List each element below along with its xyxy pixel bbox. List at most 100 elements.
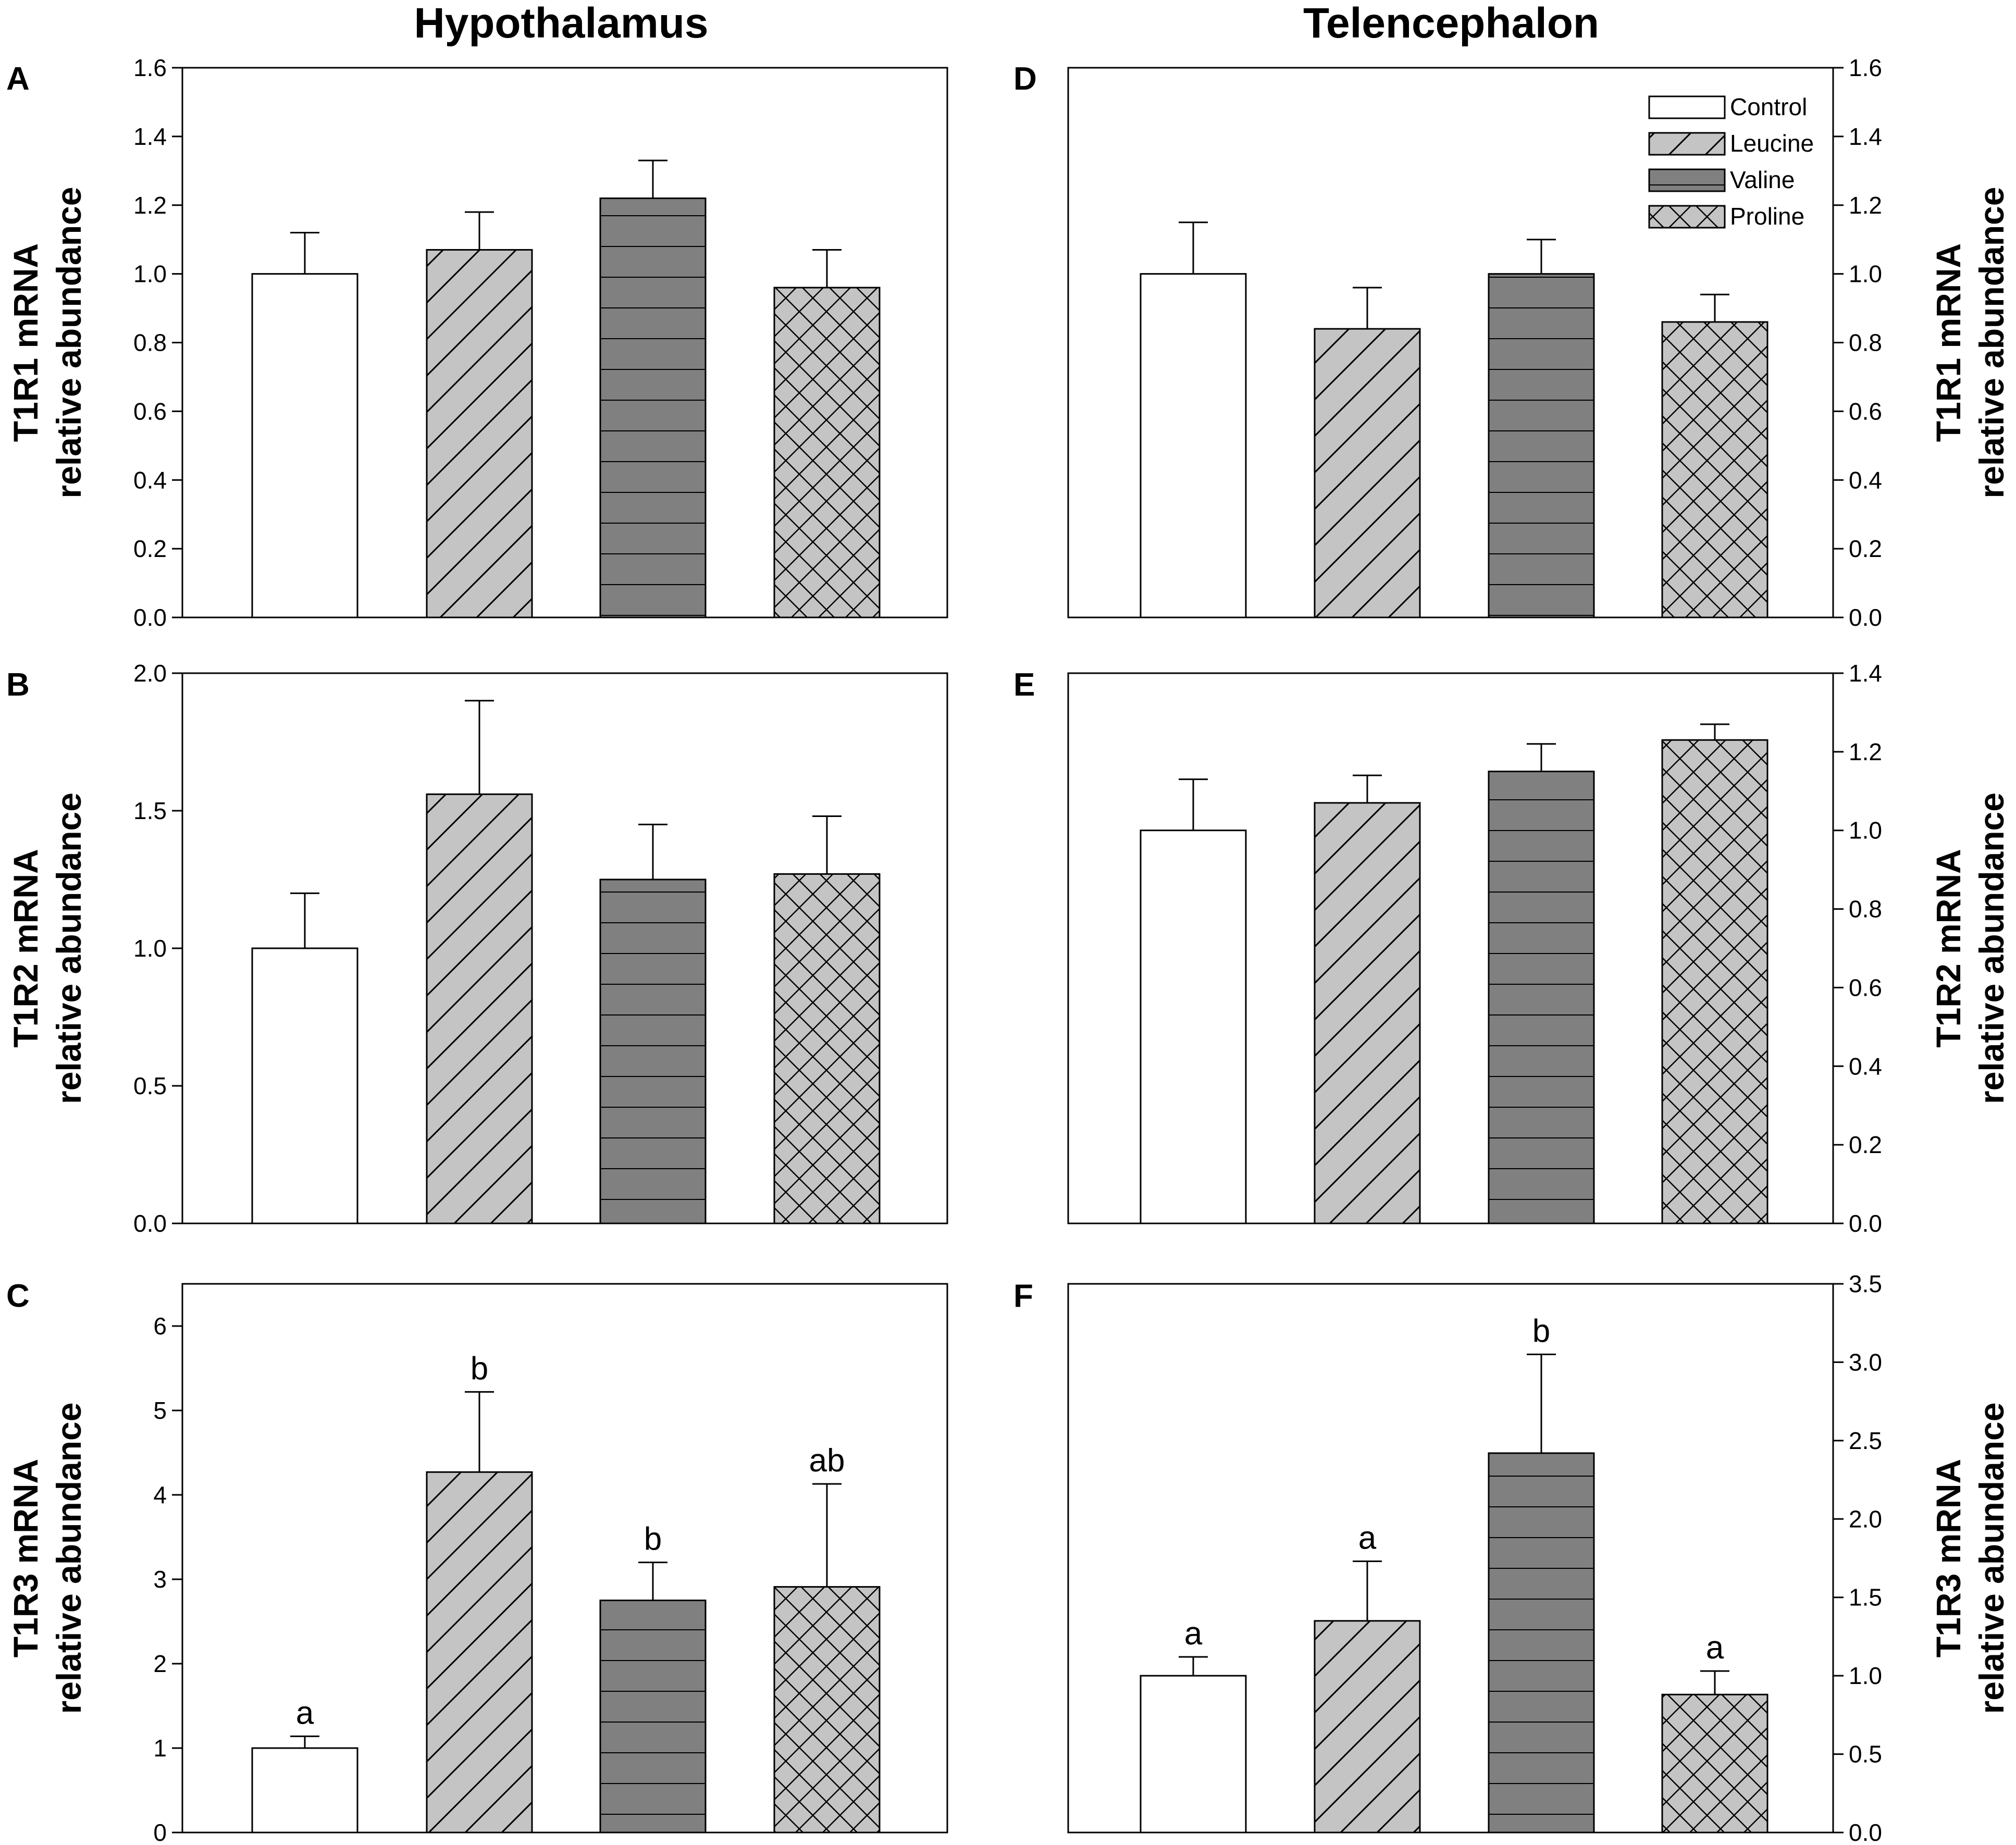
significance-letter-control: a — [296, 1695, 314, 1731]
y-axis-label-line-2: relative abundance — [1972, 187, 2011, 499]
y-tick-label: 6 — [153, 1312, 167, 1340]
column-title-telencephalon: Telencephalon — [1303, 0, 1599, 47]
legend-label-leucine: Leucine — [1730, 130, 1814, 157]
y-tick-label: 2.0 — [1849, 1505, 1882, 1532]
plot-frame — [181, 1283, 948, 1834]
panel-letter: F — [1013, 1278, 1033, 1314]
bar-valine — [1488, 1452, 1595, 1834]
y-axis-label-line-1: T1R3 mRNA — [1929, 1459, 1968, 1657]
bar-proline — [773, 873, 881, 1224]
y-tick-label: 0.4 — [1849, 1052, 1882, 1080]
y-axis-label-line-2: relative abundance — [50, 187, 88, 499]
y-tick-label: 0.0 — [1849, 1819, 1882, 1845]
y-tick-label: 2.0 — [133, 660, 167, 687]
panel-letter: D — [1013, 61, 1037, 97]
legend-label-proline: Proline — [1730, 203, 1804, 230]
significance-letter-control: a — [1184, 1616, 1203, 1652]
y-tick-label: 1.4 — [1849, 660, 1882, 687]
bar-control — [1140, 1675, 1247, 1834]
legend-swatch-valine — [1648, 168, 1726, 192]
bar-control — [251, 273, 358, 618]
bar-leucine — [1314, 1620, 1421, 1834]
y-axis-label-line-2: relative abundance — [50, 1403, 88, 1714]
panel-e: E 0.0 0.2 0.4 0.6 0.8 1.0 1.2 1.4 T1R2 mRNA relati… — [1013, 660, 2011, 1237]
y-tick-label: 0.2 — [1849, 1131, 1882, 1158]
bar-proline — [1661, 1693, 1768, 1834]
y-tick-label: 0.8 — [133, 329, 167, 356]
y-tick-label: 0.0 — [133, 1210, 167, 1237]
y-tick-label: 0.6 — [133, 398, 167, 425]
legend-label-valine: Valine — [1730, 166, 1795, 193]
bar-valine — [599, 1600, 707, 1834]
y-tick-label: 2 — [153, 1650, 167, 1677]
panel-b: B 0.0 0.5 1.0 1.5 2.0 T1R2 mRNA relative abunda… — [6, 660, 948, 1237]
bar-leucine — [426, 249, 533, 618]
y-axis-label-line-1: T1R3 mRNA — [6, 1459, 45, 1657]
y-axis-label-line-2: relative abundance — [1972, 1403, 2011, 1714]
y-tick-label: 1 — [153, 1735, 167, 1762]
significance-letter-valine: b — [1532, 1313, 1550, 1349]
y-tick-label: 1.2 — [1849, 192, 1882, 219]
bar-leucine — [1314, 328, 1421, 618]
y-tick-label: 0.2 — [1849, 535, 1882, 562]
y-tick-label: 3 — [153, 1566, 167, 1593]
bar-control — [251, 1747, 358, 1834]
panel-a: A 0.0 0.2 0.4 0.6 0.8 1.0 1.2 1.4 1.6 T1R1 mRNA rel… — [6, 54, 948, 631]
y-tick-label: 1.0 — [1849, 817, 1882, 844]
y-tick-label: 0.4 — [133, 466, 167, 493]
bar-proline — [1661, 321, 1768, 618]
panel-d: D 0.0 0.2 0.4 0.6 0.8 1.0 1.2 1.4 1.6 T1R1 mRNA rel… — [1013, 54, 2011, 631]
panel-letter: C — [6, 1278, 30, 1314]
bar-valine — [1488, 771, 1595, 1224]
y-tick-label: 1.2 — [1849, 738, 1882, 765]
panel-f: Fa a b a 0.0 0.5 1.0 1.5 2.0 2.5 3.0 3.5 T1R3 mRNA re… — [1013, 1270, 2011, 1845]
bar-valine — [599, 878, 707, 1224]
y-axis-label-line-1: T1R2 mRNA — [1929, 849, 1968, 1047]
legend-swatch-proline — [1648, 205, 1726, 229]
y-tick-label: 0 — [153, 1819, 167, 1845]
y-tick-label: 1.0 — [1849, 1662, 1882, 1689]
bar-leucine — [426, 793, 533, 1224]
legend-swatch-control — [1648, 95, 1726, 119]
y-tick-label: 1.5 — [1849, 1584, 1882, 1611]
y-axis-label-line-2: relative abundance — [1972, 793, 2011, 1104]
y-tick-label: 0.0 — [133, 604, 167, 631]
y-axis-label-line-1: T1R2 mRNA — [6, 849, 45, 1047]
legend-swatch-leucine — [1648, 132, 1726, 156]
bar-control — [1140, 829, 1247, 1224]
y-tick-label: 4 — [153, 1481, 167, 1508]
column-title-hypothalamus: Hypothalamus — [414, 0, 709, 47]
y-tick-label: 0.6 — [1849, 974, 1882, 1001]
y-tick-label: 0.8 — [1849, 329, 1882, 356]
panel-letter: B — [6, 667, 30, 703]
y-tick-label: 1.2 — [133, 192, 167, 219]
y-tick-label: 1.4 — [1849, 123, 1882, 150]
plot-frame — [1067, 1283, 1834, 1834]
plot-frame — [1067, 672, 1834, 1224]
y-tick-label: 1.0 — [133, 261, 167, 288]
y-tick-label: 3.0 — [1849, 1348, 1882, 1376]
significance-letter-valine: b — [644, 1521, 662, 1557]
y-tick-label: 3.5 — [1849, 1270, 1882, 1297]
y-axis-label-line-1: T1R1 mRNA — [1929, 243, 1968, 442]
y-tick-label: 0.4 — [1849, 466, 1882, 493]
y-tick-label: 5 — [153, 1397, 167, 1424]
legend-label-control: Control — [1730, 93, 1807, 120]
y-tick-label: 0.2 — [133, 535, 167, 562]
bar-proline — [773, 1586, 881, 1834]
y-tick-label: 1.6 — [133, 54, 167, 81]
y-tick-label: 2.5 — [1849, 1427, 1882, 1454]
significance-letter-proline: ab — [809, 1443, 845, 1479]
bar-valine — [1488, 273, 1595, 618]
significance-letter-proline: a — [1706, 1630, 1724, 1666]
bar-control — [251, 947, 358, 1224]
y-tick-label: 0.5 — [1849, 1741, 1882, 1768]
y-tick-label: 0.5 — [133, 1072, 167, 1099]
y-tick-label: 1.0 — [1849, 261, 1882, 288]
y-axis-label-line-2: relative abundance — [50, 793, 88, 1104]
legend: Control Leucine Valine Proline — [1648, 93, 1814, 230]
significance-letter-leucine: b — [471, 1351, 488, 1386]
bar-proline — [1661, 739, 1768, 1224]
y-tick-label: 0.0 — [1849, 604, 1882, 631]
